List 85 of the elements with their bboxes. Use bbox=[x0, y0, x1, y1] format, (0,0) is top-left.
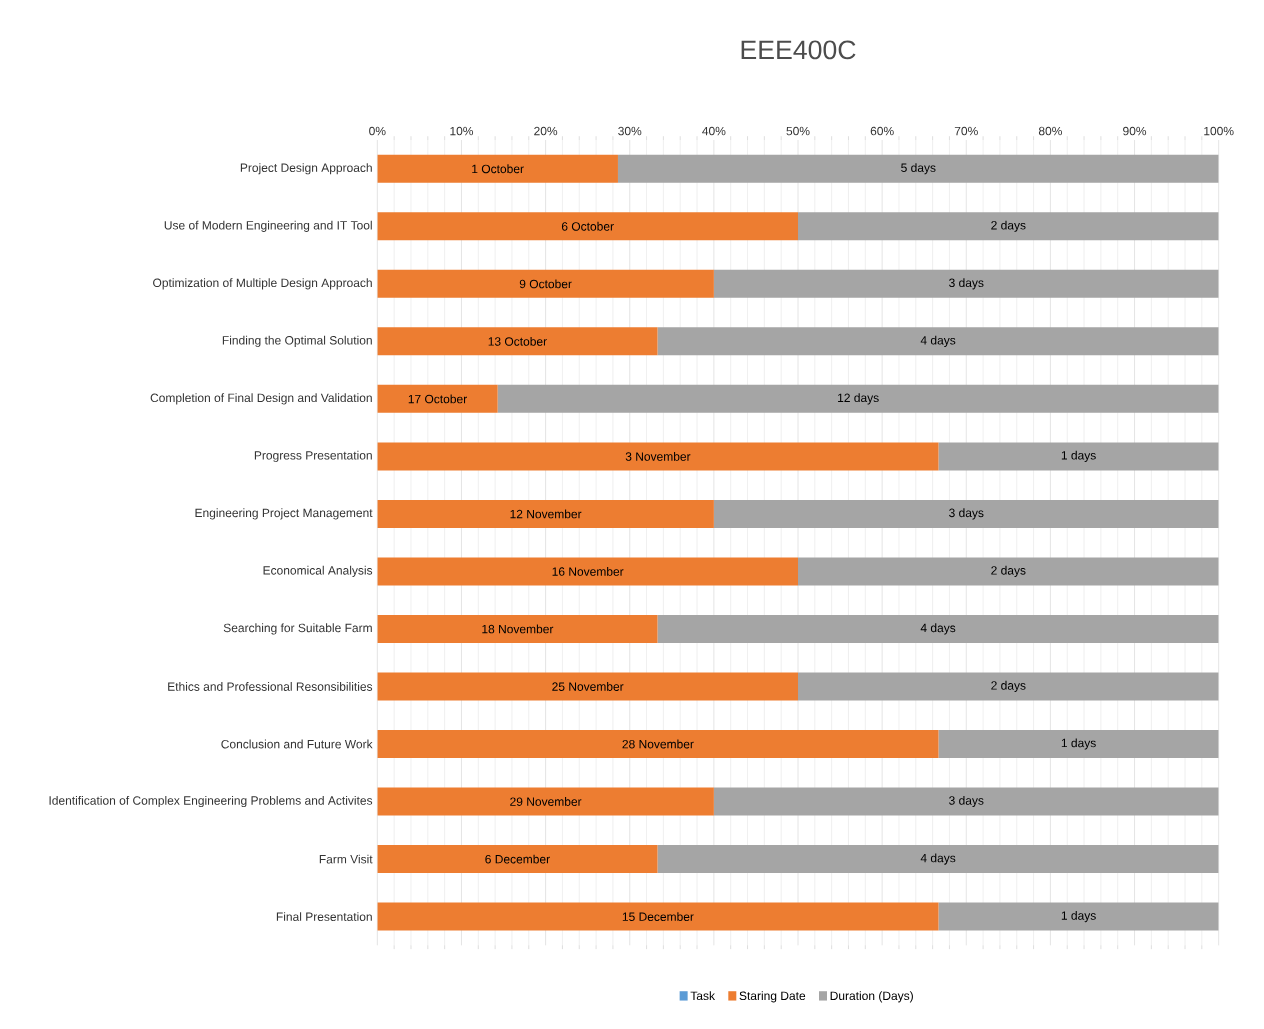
y-tick-label: Farm Visit bbox=[319, 854, 373, 864]
data-label: 3 November bbox=[625, 451, 691, 461]
y-tick-label: Economical Analysis bbox=[263, 565, 373, 577]
bar bbox=[377, 269, 714, 298]
bar bbox=[377, 844, 658, 873]
annotation: 3 days bbox=[949, 508, 984, 520]
bar bbox=[377, 327, 658, 356]
bar bbox=[657, 844, 1219, 873]
y-tick-label: Finding the Optimal Solution bbox=[222, 335, 372, 347]
x-tick-label: 90% bbox=[1123, 126, 1147, 136]
bar bbox=[617, 154, 1219, 183]
annotation: 2 days bbox=[991, 565, 1026, 577]
bar bbox=[657, 327, 1219, 356]
bar bbox=[798, 672, 1219, 701]
data-label: 17 October bbox=[408, 394, 467, 404]
bar bbox=[497, 384, 1219, 413]
x-tick-label: 80% bbox=[1038, 126, 1062, 136]
annotation: 4 days bbox=[920, 335, 956, 347]
annotation: 5 days bbox=[901, 163, 936, 175]
bar bbox=[377, 672, 798, 701]
bar bbox=[377, 384, 498, 413]
x-tick-label: 60% bbox=[870, 126, 894, 136]
bar bbox=[377, 902, 939, 931]
x-tick-label: 70% bbox=[954, 126, 978, 136]
bar bbox=[377, 154, 618, 183]
x-tick-label: 50% bbox=[786, 126, 810, 136]
annotation: 1 days bbox=[1061, 450, 1096, 462]
bar bbox=[938, 902, 1219, 931]
legend-label: Task bbox=[690, 991, 716, 1000]
annotation: 4 days bbox=[920, 623, 956, 635]
y-tick-label: Engineering Project Management bbox=[195, 508, 373, 520]
y-tick-label: Conclusion and Future Work bbox=[221, 739, 373, 749]
y-tick-label: Identification of Complex Engineering Problems and Activites bbox=[49, 795, 373, 807]
y-tick-label: Searching for Suitable Farm bbox=[223, 623, 372, 635]
bar bbox=[377, 614, 658, 643]
x-tick-label: 40% bbox=[702, 126, 726, 136]
data-label: 6 October bbox=[561, 221, 614, 231]
bar bbox=[713, 787, 1219, 816]
annotation: 2 days bbox=[991, 680, 1026, 692]
y-tick-label: Final Presentation bbox=[276, 912, 372, 921]
legend-label: Staring Date bbox=[739, 991, 806, 1003]
data-label: 15 December bbox=[622, 912, 694, 921]
annotation: 2 days bbox=[991, 220, 1026, 232]
legend-label: Duration (Days) bbox=[830, 991, 913, 1003]
annotation: 4 days bbox=[920, 853, 956, 865]
y-tick-label: Optimization of Multiple Design Approach bbox=[153, 278, 372, 290]
data-label: 12 November bbox=[510, 509, 582, 519]
bar bbox=[377, 729, 939, 758]
x-tick-label: 10% bbox=[450, 126, 474, 136]
annotation: 3 days bbox=[949, 278, 984, 290]
data-label: 16 November bbox=[552, 566, 624, 576]
data-label: 18 November bbox=[482, 624, 554, 634]
bar bbox=[938, 442, 1219, 471]
bar bbox=[377, 442, 939, 471]
bar bbox=[657, 614, 1219, 643]
bar bbox=[713, 269, 1219, 298]
y-tick-label: Project Design Approach bbox=[240, 163, 372, 175]
data-label: 13 October bbox=[488, 336, 547, 346]
data-label: 1 October bbox=[472, 164, 524, 174]
bar bbox=[938, 729, 1219, 758]
data-label: 28 November bbox=[622, 739, 694, 749]
annotation: 12 days bbox=[838, 393, 879, 405]
bar bbox=[713, 499, 1219, 528]
x-tick-label: 100% bbox=[1204, 126, 1234, 136]
annotation: 3 days bbox=[949, 795, 984, 807]
x-tick-label: 0% bbox=[369, 126, 386, 136]
bar bbox=[798, 557, 1219, 586]
y-tick-label: Completion of Final Design and Validation bbox=[150, 393, 372, 405]
y-tick-label: Progress Presentation bbox=[254, 450, 372, 462]
data-label: 25 November bbox=[552, 681, 624, 691]
y-tick-label: Use of Modern Engineering and IT Tool bbox=[164, 220, 372, 232]
data-label: 29 November bbox=[510, 796, 582, 806]
x-tick-label: 20% bbox=[534, 126, 558, 136]
bar bbox=[377, 787, 714, 816]
data-label: 9 October bbox=[519, 279, 572, 289]
bar bbox=[377, 499, 714, 528]
bar bbox=[377, 557, 798, 586]
chart-title: EEE400C bbox=[741, 40, 856, 60]
bar bbox=[377, 212, 798, 241]
annotation: 1 days bbox=[1061, 738, 1096, 750]
annotation: 1 days bbox=[1061, 910, 1096, 922]
bar bbox=[798, 212, 1219, 241]
x-tick-label: 30% bbox=[618, 126, 642, 136]
data-label: 6 December bbox=[485, 854, 550, 864]
y-tick-label: Ethics and Professional Resonsibilities bbox=[168, 681, 373, 691]
